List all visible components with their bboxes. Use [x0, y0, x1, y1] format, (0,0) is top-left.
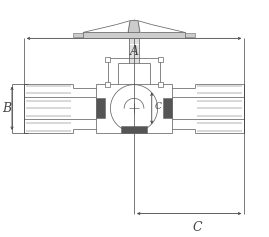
Bar [96, 84, 172, 133]
Bar [105, 82, 110, 87]
Bar [162, 98, 172, 118]
Bar [105, 57, 110, 62]
Bar [83, 32, 185, 38]
Polygon shape [128, 21, 140, 32]
Text: A: A [130, 45, 139, 58]
Bar [73, 33, 83, 37]
Bar [96, 98, 105, 118]
Text: B: B [2, 102, 12, 115]
Bar [158, 82, 162, 87]
Bar [185, 33, 195, 37]
Bar [121, 126, 147, 133]
Text: C: C [155, 102, 162, 111]
Text: C: C [192, 221, 202, 234]
Bar [158, 57, 162, 62]
